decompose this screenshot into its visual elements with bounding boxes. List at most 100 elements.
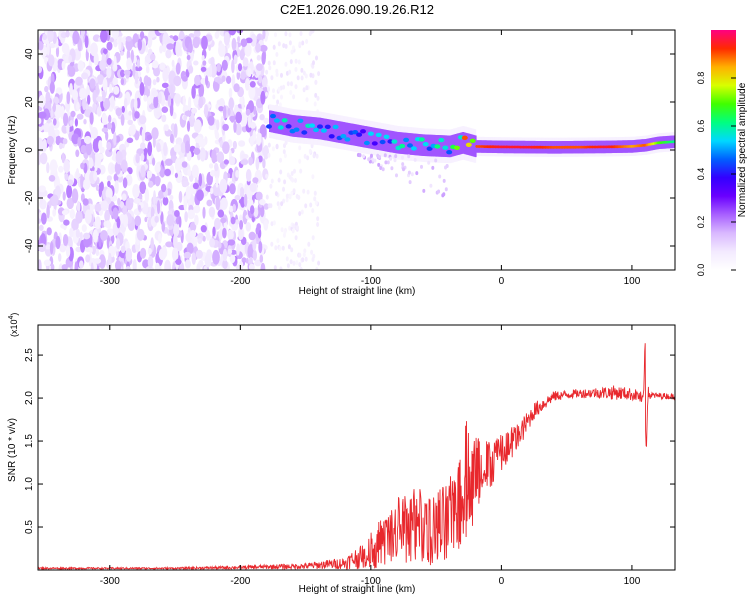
- spectral-speckle: [100, 30, 108, 43]
- spectral-speckle: [108, 114, 112, 123]
- spectral-speckle: [301, 257, 305, 263]
- ridge-peak: [375, 132, 382, 138]
- spectral-speckle: [55, 135, 62, 146]
- spectral-speckle: [158, 248, 167, 261]
- spectral-speckle: [193, 119, 202, 133]
- ridge-band: [373, 127, 376, 150]
- spectral-speckle: [248, 263, 255, 270]
- spectral-speckle: [236, 70, 241, 80]
- spectral-speckle: [274, 191, 278, 197]
- spectral-speckle: [159, 62, 166, 71]
- ridge-peak: [391, 139, 398, 144]
- ridge-peak: [332, 124, 339, 130]
- y-tick-label: 2.5: [24, 348, 35, 362]
- spectral-speckle: [420, 164, 423, 169]
- spectral-speckle: [286, 81, 290, 87]
- ridge-peak: [309, 123, 316, 128]
- y-tick-label: -40: [24, 238, 35, 253]
- ridge-band: [454, 134, 457, 156]
- spectral-speckle: [156, 76, 160, 83]
- spectral-speckle: [198, 96, 204, 109]
- spectral-speckle: [125, 36, 132, 42]
- spectral-speckle: [38, 243, 46, 253]
- spectral-speckle: [245, 257, 249, 264]
- spectrogram-y-ticks: -40 -20 0 20 40: [24, 48, 675, 253]
- spectral-speckle: [270, 241, 274, 247]
- ridge-band: [292, 115, 294, 137]
- spectral-speckle: [292, 94, 296, 100]
- spectral-speckle: [280, 227, 284, 233]
- spectral-speckle: [290, 171, 294, 176]
- spectral-speckle: [71, 188, 79, 204]
- spectral-speckle: [75, 228, 80, 238]
- spectral-speckle: [140, 247, 147, 259]
- spectral-speckle: [105, 131, 109, 141]
- spectral-speckle: [262, 30, 266, 40]
- spectral-speckle: [244, 43, 252, 57]
- spectral-speckle: [62, 234, 69, 246]
- spectral-speckle: [232, 140, 237, 150]
- spectral-speckle: [76, 101, 80, 112]
- spectral-speckle: [186, 54, 191, 61]
- spectral-speckle: [191, 164, 199, 178]
- spectral-speckle: [288, 225, 292, 231]
- spectral-speckle: [307, 50, 311, 56]
- spectral-speckle: [261, 77, 267, 88]
- spectral-speckle: [118, 36, 122, 51]
- spectral-speckle: [125, 266, 131, 270]
- spectral-speckle: [106, 228, 114, 237]
- spectral-speckle: [58, 142, 63, 150]
- spectral-speckle: [278, 102, 282, 108]
- snr-y-ticks: 0.5 1.0 1.5 2.0 2.5: [24, 348, 675, 534]
- spectral-speckle: [46, 41, 50, 56]
- spectral-speckle: [386, 160, 390, 165]
- x-tick-label: 100: [624, 276, 641, 287]
- spectral-speckle: [239, 187, 245, 199]
- spectral-speckle: [61, 209, 69, 216]
- spectral-speckle: [238, 140, 246, 147]
- spectral-speckle: [227, 229, 234, 241]
- spectral-speckle: [431, 165, 435, 170]
- spectral-speckle: [252, 177, 259, 184]
- spectral-speckle: [66, 91, 71, 105]
- spectral-speckle: [413, 157, 417, 162]
- spectral-speckle: [38, 41, 44, 51]
- spectral-speckle: [52, 208, 57, 217]
- spectral-speckle: [178, 216, 182, 228]
- spectral-speckle: [245, 169, 252, 182]
- ridge-band: [297, 115, 299, 138]
- spectral-speckle: [279, 157, 283, 163]
- spectral-speckle: [289, 259, 293, 265]
- ridge-band: [379, 128, 382, 151]
- spectral-speckle: [123, 69, 131, 76]
- ridge-peak: [379, 139, 386, 145]
- spectral-speckle: [159, 45, 163, 54]
- spectral-speckle: [169, 103, 174, 117]
- spectral-speckle: [193, 95, 200, 105]
- spectral-speckle: [274, 32, 277, 38]
- spectral-speckle: [140, 142, 146, 150]
- spectral-speckle: [212, 226, 216, 237]
- spectral-speckle: [134, 65, 143, 72]
- spectral-speckle: [240, 159, 249, 165]
- ridge-band: [366, 126, 368, 148]
- spectral-speckle: [240, 38, 248, 47]
- spectral-speckle: [303, 153, 307, 159]
- spectral-speckle: [290, 49, 294, 55]
- spectral-speckle: [308, 148, 312, 154]
- spectral-speckle: [221, 75, 226, 82]
- spectral-speckle: [267, 142, 271, 148]
- ridge-peak: [328, 134, 335, 139]
- ridge-peak: [426, 146, 433, 151]
- ridge-band: [418, 134, 421, 156]
- spectral-speckle: [223, 31, 230, 46]
- spectral-speckle: [94, 164, 98, 172]
- spectral-speckle: [193, 205, 201, 214]
- ridge-band: [339, 121, 341, 143]
- x-tick-label: -300: [100, 576, 120, 587]
- spectral-speckle: [171, 247, 179, 262]
- spectral-speckle: [232, 203, 236, 211]
- spectral-speckle: [74, 118, 78, 127]
- ridge-band: [472, 134, 475, 157]
- spectral-speckle: [248, 256, 253, 266]
